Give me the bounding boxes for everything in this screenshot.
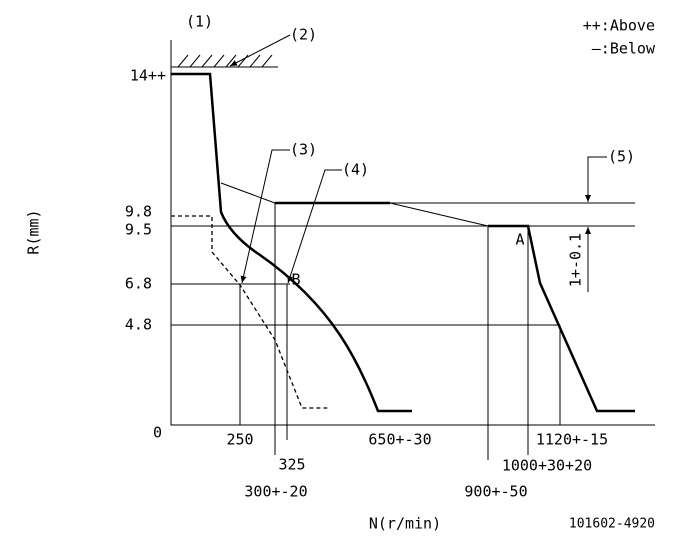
x-tick-label: 650+-30 bbox=[368, 431, 431, 449]
y-tick-label: 14++ bbox=[130, 67, 166, 85]
reference-lines bbox=[171, 202, 635, 460]
hatch bbox=[171, 54, 278, 68]
ref-label: (2) bbox=[290, 26, 317, 44]
stop-hatch bbox=[171, 54, 278, 68]
x-tick-label: 325 bbox=[278, 456, 305, 474]
x-tick-label: 300+-20 bbox=[244, 483, 307, 501]
leader-4 bbox=[287, 169, 342, 284]
x-tick-label: 1120+-15 bbox=[536, 431, 608, 449]
point-label: B bbox=[291, 271, 300, 289]
transition-lines bbox=[220, 182, 489, 227]
governor-curve bbox=[275, 201, 635, 413]
axes bbox=[170, 40, 655, 426]
characteristic bbox=[171, 72, 635, 413]
x-tick-label: 1000+30+20 bbox=[502, 457, 592, 475]
y-tick-label: 9.8 bbox=[125, 203, 152, 221]
point-label: A bbox=[515, 231, 524, 249]
guide-lines bbox=[171, 202, 635, 460]
dashed-curve bbox=[171, 215, 330, 409]
y-axis-title: R(mm) bbox=[25, 209, 43, 254]
leaders bbox=[229, 34, 607, 292]
axis-lines bbox=[170, 40, 655, 426]
x-tick-label: 250 bbox=[226, 431, 253, 449]
drawing-number: 101602-4920 bbox=[569, 517, 655, 532]
leader-2 bbox=[229, 34, 291, 67]
tolerance-label: 1+-0.1 bbox=[567, 233, 585, 287]
ref-label: (4) bbox=[342, 161, 369, 179]
ref-label: (3) bbox=[290, 141, 317, 159]
ref-label: (1) bbox=[186, 13, 213, 31]
legend-entry: —:Below bbox=[592, 40, 656, 58]
x-tick-label: 900+-50 bbox=[464, 483, 527, 501]
y-tick-label: 4.8 bbox=[125, 316, 152, 334]
legend-entry: ++:Above bbox=[583, 17, 655, 35]
leader-5 bbox=[585, 156, 607, 202]
leader-3 bbox=[240, 149, 290, 284]
y-tick-label: 0 bbox=[153, 424, 162, 442]
y-tick-label: 9.5 bbox=[125, 221, 152, 239]
y-tick-label: 6.8 bbox=[125, 275, 152, 293]
full-load-curve bbox=[171, 72, 412, 413]
x-axis-title: N(r/min) bbox=[369, 515, 441, 533]
ref-label: (5) bbox=[608, 148, 635, 166]
